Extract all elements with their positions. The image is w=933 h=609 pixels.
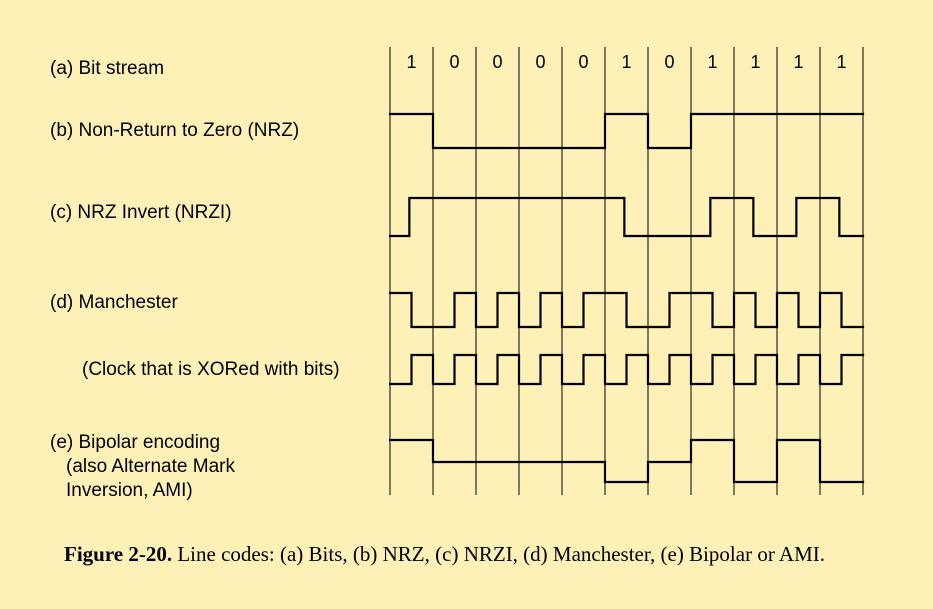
label-nrz: (b) Non-Return to Zero (NRZ) <box>50 120 299 141</box>
bit-label: 1 <box>621 52 631 72</box>
bit-label: 0 <box>664 52 674 72</box>
bipolar-waveform <box>388 438 865 484</box>
line-code-diagram: 1 0 0 0 0 1 0 1 1 1 1 (a) Bit stream (b) Non-Retur… <box>50 47 865 501</box>
bit-label: 0 <box>535 52 545 72</box>
label-clock: (Clock that is XORed with bits) <box>82 359 340 380</box>
manchester-waveform <box>388 291 865 329</box>
label-bipolar-line1: (e) Bipolar encoding <box>50 432 220 453</box>
bit-label: 0 <box>492 52 502 72</box>
nrz-waveform <box>388 112 865 150</box>
bit-label: 0 <box>578 52 588 72</box>
caption-label: Figure 2-20. <box>64 542 173 566</box>
bit-label: 1 <box>750 52 760 72</box>
caption-text: Line codes: (a) Bits, (b) NRZ, (c) NRZI,… <box>177 542 825 566</box>
nrzi-waveform <box>388 196 865 238</box>
bit-label: 1 <box>707 52 717 72</box>
figure-caption: Figure 2-20. Line codes: (a) Bits, (b) N… <box>64 540 864 568</box>
bit-label: 1 <box>793 52 803 72</box>
label-bipolar-line3: Inversion, AMI) <box>66 480 193 501</box>
bit-label: 1 <box>836 52 846 72</box>
label-bit-stream: (a) Bit stream <box>50 58 164 79</box>
label-bipolar-line2: (also Alternate Mark <box>66 456 235 477</box>
label-manchester: (d) Manchester <box>50 292 178 313</box>
bit-label: 1 <box>406 52 416 72</box>
bit-label: 0 <box>449 52 459 72</box>
clock-waveform <box>388 353 865 386</box>
label-nrzi: (c) NRZ Invert (NRZI) <box>50 202 232 223</box>
bit-stream-labels: 1 0 0 0 0 1 0 1 1 1 1 <box>406 52 846 72</box>
